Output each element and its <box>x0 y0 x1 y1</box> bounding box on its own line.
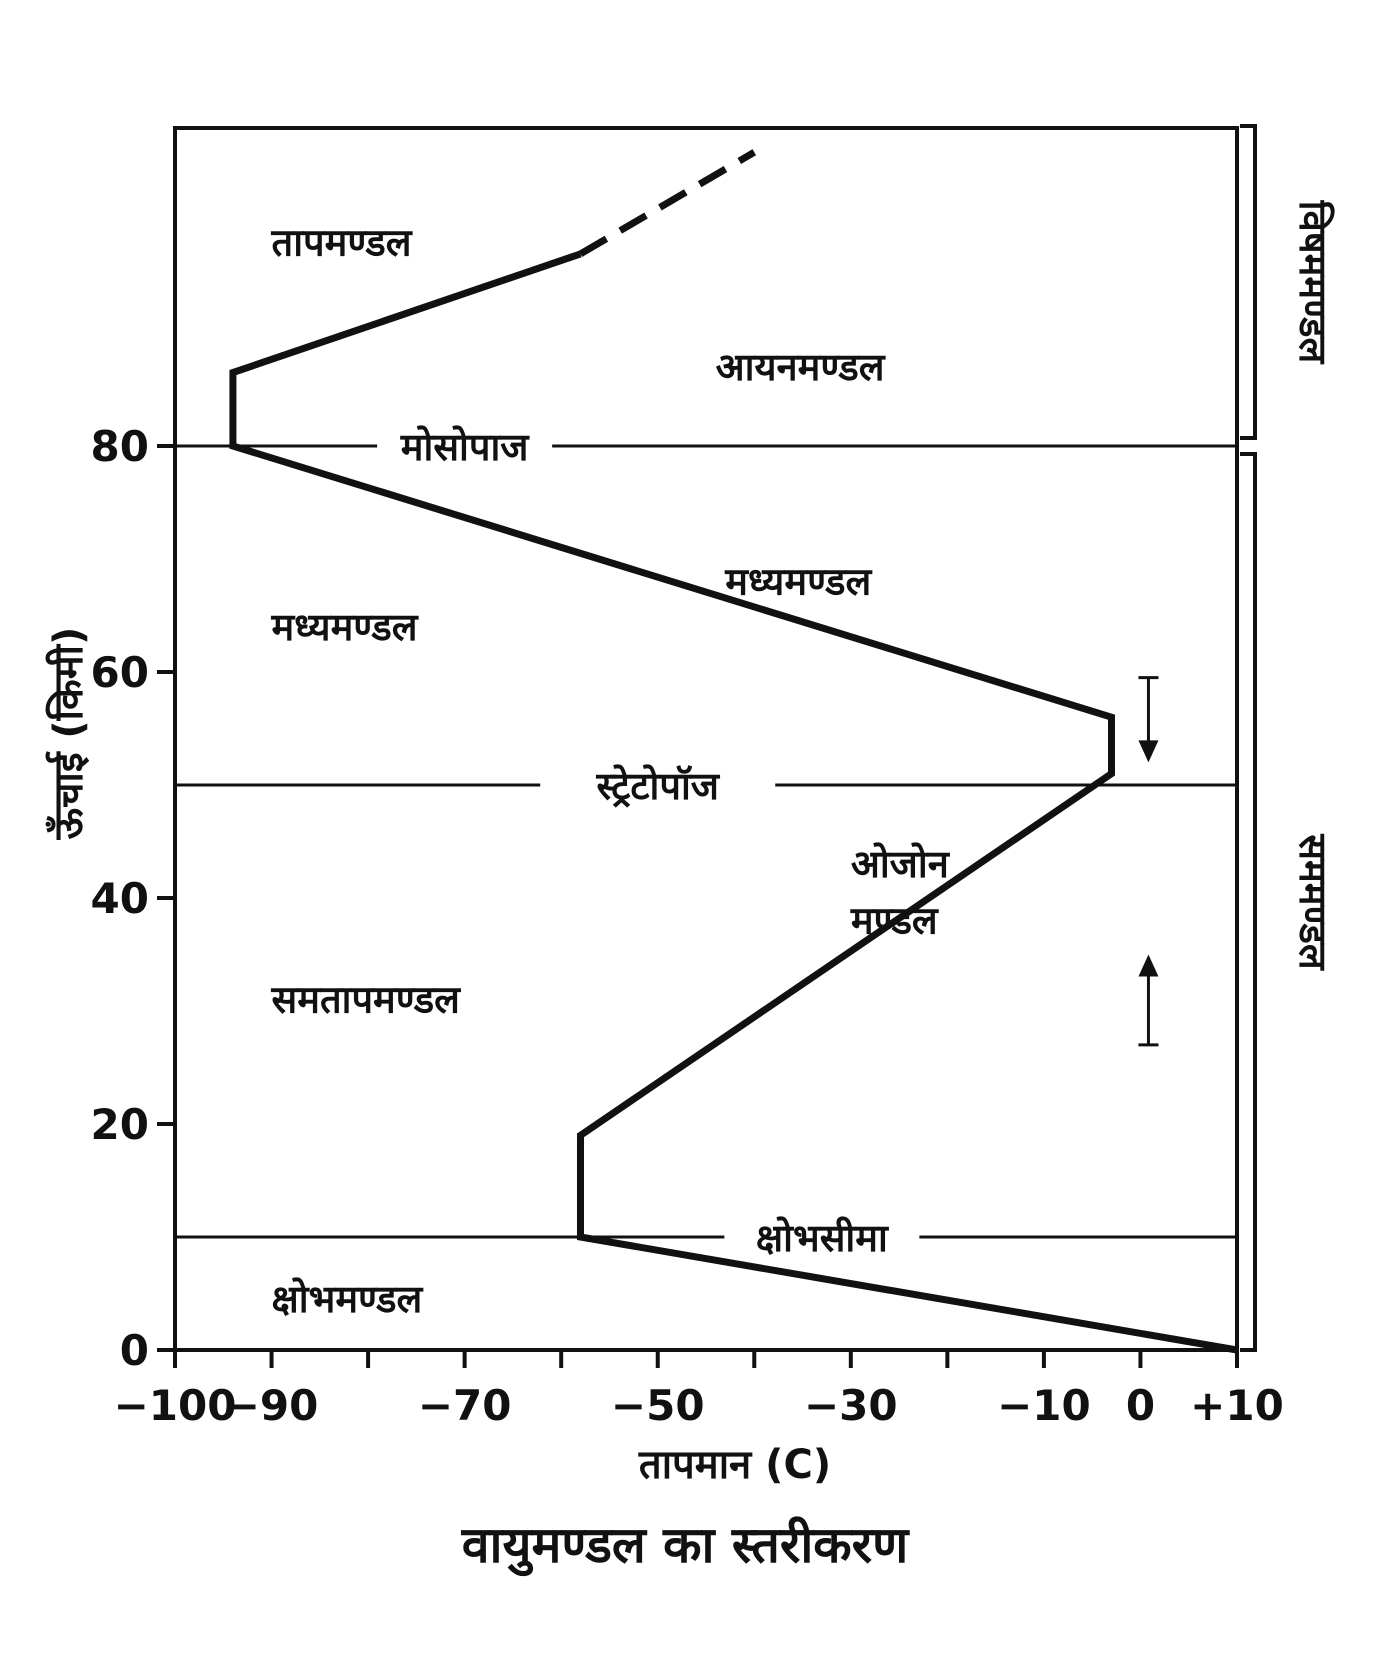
chart-caption: वायुमण्डल का स्तरीकरण <box>461 1516 910 1577</box>
x-tick-label: −10 <box>997 1381 1091 1430</box>
boundary-label: मोसोपाज <box>400 425 531 469</box>
y-axis-title: ऊँचाई (किमी) <box>45 627 92 841</box>
region-label: ओजोन <box>851 842 951 886</box>
arrow-head-down <box>1138 740 1159 763</box>
x-axis-title: तापमान (C) <box>638 1442 831 1488</box>
region-label: क्षोभमण्डल <box>272 1277 424 1321</box>
region-label: आयनमण्डल <box>716 345 886 389</box>
region-label: मण्डल <box>850 899 939 943</box>
y-tick-label: 60 <box>91 648 149 697</box>
brackets: विषममण्डल सममण्डल <box>1240 124 1335 1352</box>
region-label: मध्यमण्डल <box>271 605 419 649</box>
region-label: तापमण्डल <box>271 221 413 265</box>
bracket <box>1240 124 1257 440</box>
x-tick-label: −50 <box>611 1381 705 1430</box>
bracket-label: सममण्डल <box>1291 833 1335 971</box>
temperature-line <box>229 250 1238 1354</box>
y-tick-label: 20 <box>91 1100 149 1149</box>
ozone-arrows <box>1138 676 1159 1047</box>
temperature-profile <box>229 149 1238 1354</box>
boundary-label: क्षोभसीमा <box>756 1216 889 1260</box>
bracket-label: विषममण्डल <box>1291 200 1335 365</box>
y-tick-label: 40 <box>91 874 149 923</box>
y-tick-label: 80 <box>91 422 149 471</box>
region-label: मध्यमण्डल <box>724 560 872 604</box>
region-label: समतापमण्डल <box>271 978 462 1022</box>
x-tick-label: 0 <box>1126 1381 1155 1430</box>
region-labels: तापमण्डल आयनमण्डल मध्यमण्डल मध्यमण्डल समतापम… <box>271 221 951 1322</box>
boundary-lines: मोसोपाज स्ट्रेटोपॉज क्षोभसीमा <box>175 425 1237 1260</box>
boundary-label: स्ट्रेटोपॉज <box>595 764 720 808</box>
x-tick-label: −100 <box>114 1381 237 1430</box>
plot-frame <box>173 126 1239 1352</box>
temperature-line-dashed <box>578 149 757 257</box>
x-tick-label: −90 <box>225 1381 319 1430</box>
x-tick-label: −30 <box>804 1381 898 1430</box>
arrow-head-up <box>1138 954 1159 977</box>
y-tick-label: 0 <box>120 1326 149 1375</box>
x-tick-label: +10 <box>1190 1381 1284 1430</box>
bracket <box>1240 452 1257 1352</box>
x-tick-label: −70 <box>418 1381 512 1430</box>
